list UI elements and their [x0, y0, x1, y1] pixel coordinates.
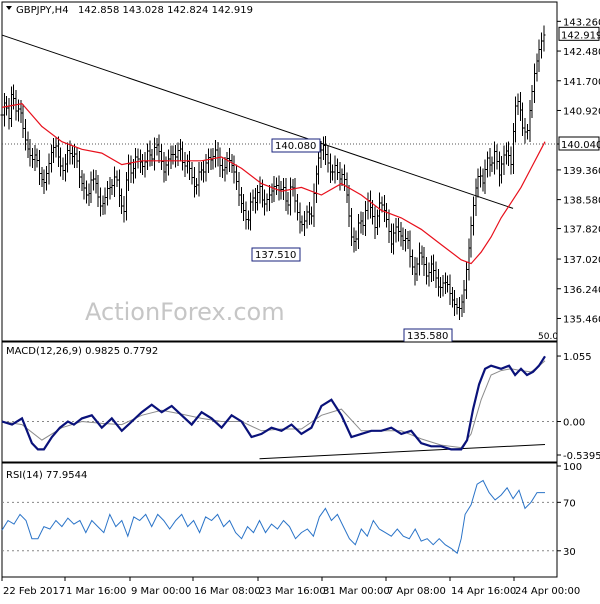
macd-line: [2, 356, 545, 449]
price-axis-label: 137.020: [563, 255, 600, 266]
price-axis-label: 143.260: [563, 17, 600, 28]
macd-signal-line: [2, 361, 545, 448]
x-axis-label: 14 Apr 16:00: [451, 586, 516, 597]
macd-trendline: [260, 444, 545, 458]
x-axis-label: 16 Mar 08:00: [194, 586, 261, 597]
price-axis-label: 140.920: [563, 106, 600, 117]
corner-label: 50.0: [538, 332, 558, 342]
macd-axis-label: 0.00: [563, 418, 585, 429]
descending-trendline: [2, 35, 513, 208]
x-axis-label: 22 Feb 2017: [3, 586, 65, 597]
price-annotation-label: 137.510: [255, 250, 296, 261]
rsi-axis-label: 30: [563, 547, 576, 558]
macd-axis-label: 1.055: [563, 352, 592, 363]
x-axis-label: 7 Apr 08:00: [387, 586, 446, 597]
macd-panel-title: MACD(12,26,9) 0.9825 0.7792: [6, 346, 158, 357]
price-axis-label: 142.480: [563, 47, 600, 58]
current-price-label: 142.919: [561, 30, 600, 41]
level-price-label: 140.040: [561, 140, 600, 151]
watermark: ActionForex.com: [85, 298, 285, 326]
price-annotation-label: 140.080: [275, 141, 316, 152]
price-axis-label: 136.240: [563, 285, 600, 296]
macd-axis-label: -0.5395: [563, 451, 600, 462]
collapse-triangle-icon[interactable]: [6, 6, 12, 10]
x-axis-label: 24 Apr 00:00: [515, 586, 580, 597]
price-axis-label: 137.820: [563, 225, 600, 236]
price-panel-title: GBPJPY,H4: [16, 5, 69, 16]
x-axis-label: 1 Mar 16:00: [66, 586, 126, 597]
price-panel: GBPJPY,H4 142.858 143.028 142.824 142.91…: [1, 2, 600, 342]
price-axis-label: 139.360: [563, 166, 600, 177]
x-axis-label: 9 Mar 00:00: [131, 586, 191, 597]
rsi-axis-label: 100: [563, 462, 582, 473]
rsi-panel-title: RSI(14) 77.9544: [6, 470, 87, 481]
macd-panel: MACD(12,26,9) 0.9825 0.7792 1.055 0.00 -0.…: [2, 342, 600, 462]
price-annotation-label: 135.580: [407, 331, 448, 342]
price-axis-label: 135.460: [563, 314, 600, 325]
x-axis-label: 23 Mar 16:00: [259, 586, 326, 597]
price-axis-label: 138.580: [563, 196, 600, 207]
rsi-panel: RSI(14) 77.9544 100 70 30: [2, 462, 582, 577]
rsi-axis-label: 70: [563, 498, 576, 509]
rsi-line: [2, 481, 545, 554]
price-axis-label: 141.700: [563, 77, 600, 88]
ohlc-bars: [1, 25, 546, 320]
price-panel-ohlc: 142.858 143.028 142.824 142.919: [78, 5, 253, 16]
price-panel-frame: [2, 2, 557, 341]
x-axis-label: 31 Mar 00:00: [323, 586, 390, 597]
